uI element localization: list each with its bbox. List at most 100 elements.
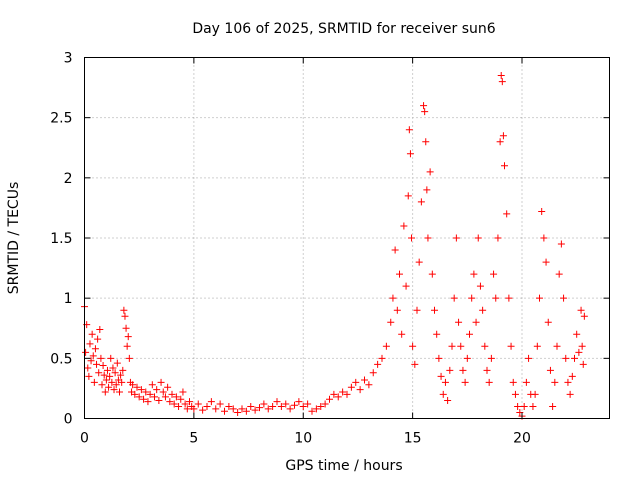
data-point <box>468 294 476 302</box>
data-point <box>304 400 312 408</box>
data-point <box>264 405 272 413</box>
data-point <box>573 330 581 338</box>
data-point <box>435 354 443 362</box>
data-point <box>533 342 541 350</box>
data-point <box>553 342 561 350</box>
data-point <box>562 354 570 362</box>
data-point <box>161 393 169 401</box>
data-point <box>540 234 548 242</box>
data-point <box>393 306 401 314</box>
data-point <box>148 381 156 389</box>
data-point <box>557 240 565 248</box>
data-point <box>87 357 95 365</box>
data-point <box>140 395 148 403</box>
data-point <box>448 342 456 350</box>
data-point <box>123 342 131 350</box>
data-point <box>546 366 554 374</box>
data-point <box>424 234 432 242</box>
data-point <box>326 395 333 403</box>
data-point <box>402 282 410 290</box>
data-point <box>113 359 121 367</box>
data-point <box>286 405 294 413</box>
data-point <box>164 383 172 391</box>
data-point <box>295 398 303 406</box>
data-point <box>470 270 478 278</box>
data-point <box>118 378 126 386</box>
data-point <box>455 318 463 326</box>
data-point <box>119 366 127 374</box>
data-point <box>343 390 351 398</box>
data-point <box>95 369 103 377</box>
data-point <box>575 348 583 356</box>
y-tick-label: 2 <box>64 171 73 187</box>
y-tick-label: 2.5 <box>50 111 72 127</box>
data-point <box>199 406 207 414</box>
data-point <box>431 306 438 314</box>
data-point <box>312 405 320 413</box>
data-point <box>485 378 493 386</box>
data-point <box>142 388 150 396</box>
data-point <box>194 400 202 408</box>
data-point <box>404 192 412 200</box>
data-point <box>221 407 228 415</box>
data-point <box>101 388 109 396</box>
data-point <box>426 168 434 176</box>
data-point <box>463 354 471 362</box>
data-point <box>509 378 517 386</box>
data-point <box>144 398 152 406</box>
data-point <box>437 372 445 380</box>
data-point <box>361 376 368 384</box>
y-tick-label: 0 <box>64 412 73 428</box>
data-point <box>90 378 98 386</box>
data-point <box>124 333 132 341</box>
data-point <box>514 402 522 410</box>
data-point <box>446 366 454 374</box>
data-point <box>159 388 167 396</box>
data-point <box>459 366 467 374</box>
data-point <box>135 393 143 401</box>
data-point <box>277 402 285 410</box>
data-point <box>408 234 416 242</box>
data-point <box>229 405 237 413</box>
axes-layer: 0 0.5 1 1.5 2 2.5 3 0 5 10 15 20 <box>50 51 610 447</box>
plot-frame <box>84 57 610 419</box>
data-point <box>474 234 482 242</box>
data-point <box>86 340 94 348</box>
data-point <box>503 210 511 218</box>
data-point <box>273 398 281 406</box>
data-point <box>405 126 413 134</box>
data-points <box>81 72 588 420</box>
data-point <box>234 408 242 416</box>
data-point <box>406 150 414 158</box>
data-point <box>225 402 233 410</box>
data-point <box>421 108 429 116</box>
data-point <box>352 378 360 386</box>
data-point <box>422 138 430 146</box>
data-point <box>577 306 585 314</box>
data-point <box>400 222 408 230</box>
y-axis-label: SRMTID / TECUs <box>6 182 22 295</box>
data-point <box>155 396 163 404</box>
data-point <box>251 406 259 414</box>
data-point <box>520 402 528 410</box>
data-point <box>131 390 139 398</box>
data-point <box>129 381 137 389</box>
data-point <box>560 294 568 302</box>
data-point <box>177 395 185 403</box>
data-point <box>347 383 355 391</box>
data-point <box>321 400 329 408</box>
data-point <box>516 408 524 416</box>
data-point <box>179 388 187 396</box>
y-tick-label: 3 <box>64 51 73 67</box>
y-tick-label: 1 <box>64 291 73 307</box>
data-point <box>396 270 403 278</box>
grid-layer <box>84 57 610 419</box>
data-point <box>308 407 316 415</box>
data-point <box>181 400 189 408</box>
data-point <box>382 342 390 350</box>
data-point <box>441 378 449 386</box>
data-point <box>282 400 290 408</box>
x-tick-label: 0 <box>80 431 89 447</box>
data-point <box>89 352 97 360</box>
